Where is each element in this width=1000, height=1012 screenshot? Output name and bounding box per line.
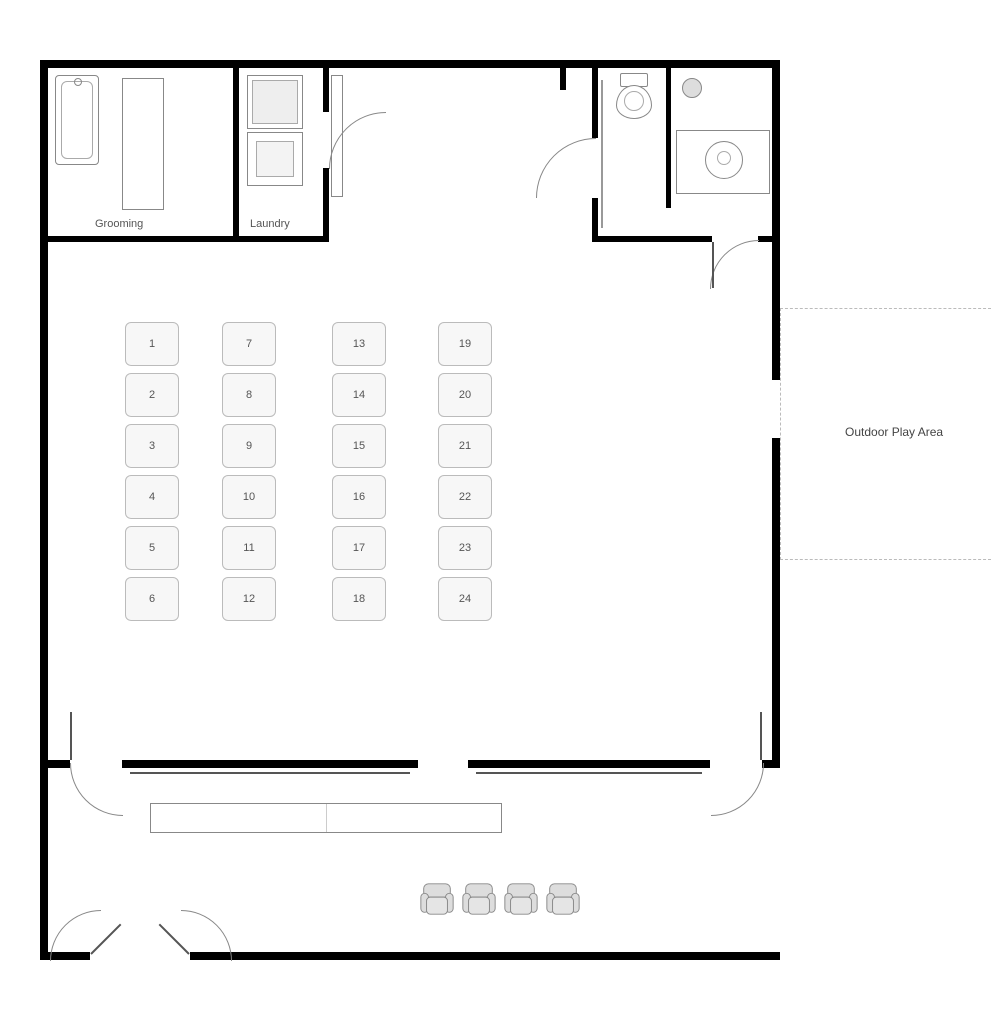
kennel-cell: 4 (125, 475, 179, 519)
wall-bottom-right (190, 952, 780, 960)
kennel-cell: 24 (438, 577, 492, 621)
kennel-cell: 2 (125, 373, 179, 417)
kennel-cell: 19 (438, 322, 492, 366)
grooming-table-icon (122, 78, 164, 210)
dryer-icon (247, 132, 303, 186)
bathtub-icon (55, 75, 99, 165)
kennel-cell: 7 (222, 322, 276, 366)
door-arc-laundry (329, 112, 443, 226)
kennel-cell: 21 (438, 424, 492, 468)
glass-panel-right (476, 772, 702, 774)
lobby-wall-mid (122, 760, 418, 768)
kennel-cell: 8 (222, 373, 276, 417)
waiting-chair-icon (460, 880, 498, 918)
kennel-cell: 13 (332, 322, 386, 366)
kennel-cell: 20 (438, 373, 492, 417)
door-leaf-bath (712, 242, 714, 288)
door-arc-entry-left (50, 910, 152, 1012)
reception-counter (150, 803, 502, 833)
toilet-wall-left-top (592, 68, 598, 138)
partition-laundry-bottom (238, 236, 328, 242)
label-outdoor: Outdoor Play Area (845, 425, 943, 439)
kennel-cell: 10 (222, 475, 276, 519)
kennel-cell: 12 (222, 577, 276, 621)
kennel-cell: 18 (332, 577, 386, 621)
door-leaf-lobby-left (70, 712, 72, 760)
partition-grooming-bottom (48, 236, 238, 242)
sink-counter-icon (676, 130, 770, 194)
toilet-sink-divider (666, 68, 671, 208)
kennel-cell: 3 (125, 424, 179, 468)
glass-panel-left (130, 772, 410, 774)
wall-left (40, 60, 48, 960)
lobby-wall-l1 (40, 760, 70, 768)
partition-laundry-right-top (323, 68, 329, 112)
label-grooming: Grooming (95, 218, 143, 230)
kennel-cell: 1 (125, 322, 179, 366)
partition-groom-laundry (233, 68, 239, 242)
bath-bottom-left (592, 236, 712, 242)
label-laundry: Laundry (250, 218, 290, 230)
kennel-cell: 22 (438, 475, 492, 519)
kennel-cell: 16 (332, 475, 386, 519)
floor-plan: 171319281420391521410162251117236121824 … (0, 0, 1000, 1000)
door-arc-entry-right (130, 910, 232, 1012)
kennel-cell: 5 (125, 526, 179, 570)
door-leaf-lobby-right (760, 712, 762, 760)
kennel-cell: 9 (222, 424, 276, 468)
waiting-chair-icon (544, 880, 582, 918)
washer-icon (247, 75, 303, 129)
kennel-cell: 15 (332, 424, 386, 468)
lobby-wall-r1 (468, 760, 710, 768)
bath-bottom-right (758, 236, 774, 242)
kennel-cell: 11 (222, 526, 276, 570)
floor-drain-icon (682, 78, 702, 98)
wall-top (40, 60, 780, 68)
bath-panel (601, 80, 603, 228)
waiting-chair-icon (502, 880, 540, 918)
partition-laundry-right-bot (323, 168, 329, 242)
toilet-icon (616, 73, 650, 121)
waiting-chair-icon (418, 880, 456, 918)
wall-right-lower (772, 438, 780, 768)
kennel-cell: 23 (438, 526, 492, 570)
kennel-cell: 6 (125, 577, 179, 621)
kennel-cell: 17 (332, 526, 386, 570)
kennel-cell: 14 (332, 373, 386, 417)
wall-right-upper (772, 60, 780, 380)
header-stub (560, 68, 566, 90)
lobby-wall-r2 (762, 760, 780, 768)
